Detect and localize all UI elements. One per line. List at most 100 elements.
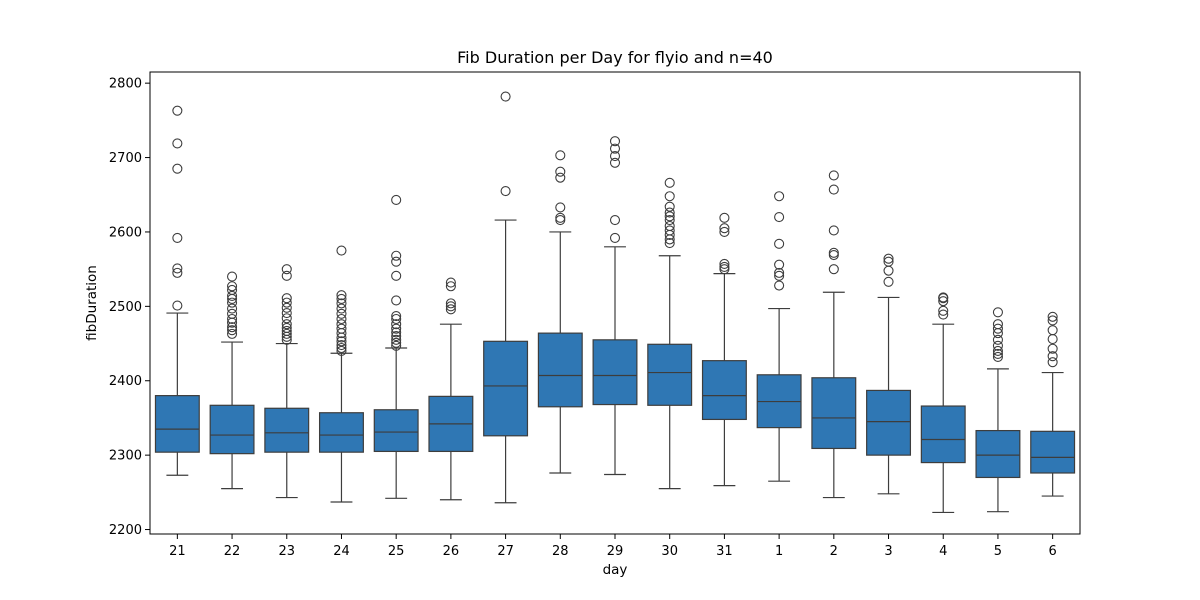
x-tick-label: 2	[830, 544, 838, 559]
iqr-box	[647, 343, 693, 406]
outlier-point	[227, 290, 238, 301]
y-tick-label: 2700	[109, 151, 142, 166]
outlier-point	[391, 331, 402, 342]
outlier-point	[172, 300, 183, 311]
outlier-point	[281, 307, 292, 319]
outlier-point	[391, 194, 402, 206]
iqr-box	[1030, 430, 1076, 474]
outlier-point	[227, 313, 238, 325]
outlier-point	[336, 339, 347, 351]
box-group	[154, 105, 200, 476]
outlier-point	[391, 340, 402, 351]
outlier-point	[992, 334, 1003, 345]
x-tick-label: 29	[607, 544, 624, 559]
outlier-point	[391, 323, 402, 334]
outlier-point	[883, 265, 894, 276]
chart-title: Fib Duration per Day for flyio and n=40	[457, 48, 773, 67]
outlier-point	[1047, 343, 1058, 354]
outlier-point	[336, 336, 347, 347]
box-group	[647, 177, 693, 490]
outlier-point	[391, 337, 402, 348]
outlier-point	[664, 238, 675, 249]
box-group	[756, 191, 802, 482]
x-tick-label: 31	[716, 544, 733, 559]
outlier-point	[172, 267, 183, 278]
box-group	[209, 271, 255, 490]
x-tick-label: 4	[939, 544, 947, 559]
plot-frame	[149, 71, 1081, 535]
outlier-point	[774, 267, 785, 278]
outlier-point	[555, 212, 566, 223]
outlier-point	[336, 345, 347, 357]
outlier-point	[336, 323, 347, 334]
outlier-point	[281, 322, 292, 333]
outlier-point	[938, 296, 949, 307]
outlier-point	[391, 250, 402, 261]
outlier-point	[609, 157, 621, 168]
outlier-point	[391, 334, 402, 345]
outlier-point	[336, 245, 347, 256]
box-group	[537, 150, 583, 474]
outlier-point	[774, 238, 785, 249]
outlier-point	[281, 293, 292, 304]
outlier-point	[719, 226, 730, 238]
outlier-point	[664, 220, 675, 232]
y-tick-label: 2600	[109, 225, 142, 240]
outlier-point	[992, 351, 1003, 362]
outlier-point	[774, 280, 785, 291]
x-tick-label: 28	[552, 544, 569, 559]
box-group	[975, 307, 1021, 513]
outlier-point	[883, 256, 894, 267]
outlier-point	[828, 225, 839, 236]
iqr-box	[483, 340, 529, 437]
outlier-point	[227, 322, 238, 333]
outlier-point	[828, 247, 839, 258]
box-group	[811, 170, 857, 499]
iqr-box	[373, 409, 419, 453]
outlier-point	[664, 201, 675, 212]
outlier-point	[719, 258, 730, 269]
outlier-point	[445, 298, 456, 309]
outlier-point	[336, 293, 347, 304]
x-tick-label: 30	[661, 544, 678, 559]
outlier-point	[774, 270, 785, 281]
outlier-point	[883, 276, 894, 287]
box-group	[920, 292, 966, 514]
outlier-point	[227, 308, 238, 319]
outlier-point	[336, 319, 347, 330]
x-axis: 21 22 23 24 25 26 27 28 29 30 31 1 2 3 4 5 6	[169, 534, 1057, 559]
outlier-point	[281, 325, 292, 336]
outlier-point	[1047, 351, 1058, 362]
outlier-point	[391, 295, 402, 306]
outlier-point	[172, 105, 183, 116]
outlier-point	[828, 184, 839, 195]
outlier-point	[391, 256, 402, 267]
outlier-point	[828, 264, 839, 275]
iqr-box	[318, 412, 364, 453]
x-tick-label: 21	[169, 544, 186, 559]
outlier-point	[664, 211, 675, 222]
outlier-point	[391, 310, 402, 322]
outlier-point	[281, 302, 292, 313]
outlier-point	[1047, 311, 1058, 322]
outlier-point	[391, 313, 402, 325]
outlier-point	[172, 263, 183, 274]
outlier-point	[992, 323, 1003, 334]
outlier-point	[1047, 315, 1058, 326]
x-tick-label: 22	[224, 544, 241, 559]
outlier-point	[336, 290, 347, 301]
outlier-point	[281, 270, 292, 281]
outlier-point	[774, 259, 785, 270]
outlier-point	[336, 308, 347, 319]
outlier-point	[1047, 325, 1058, 336]
outlier-point	[992, 319, 1003, 330]
box-group	[318, 245, 364, 503]
outlier-point	[719, 212, 730, 223]
box-group	[373, 194, 419, 499]
box-group	[428, 277, 474, 501]
outlier-point	[664, 225, 675, 236]
outlier-point	[227, 271, 238, 282]
x-tick-label: 3	[884, 544, 892, 559]
box-group	[264, 264, 310, 499]
box-group	[1030, 311, 1076, 497]
